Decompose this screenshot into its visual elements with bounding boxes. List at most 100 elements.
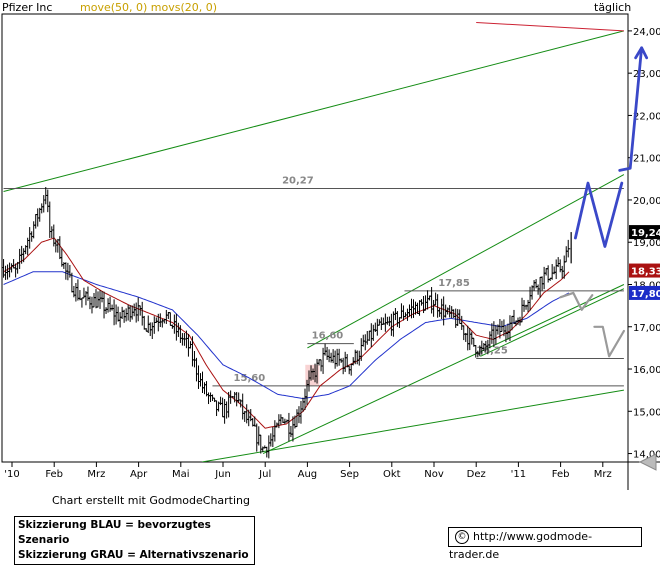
price-bar (208, 392, 213, 403)
chart-credit: Chart erstellt mit GodmodeCharting (52, 494, 250, 507)
price-bar (204, 381, 209, 397)
price-bar (190, 336, 195, 367)
price-bar (106, 298, 111, 313)
price-bar (459, 315, 464, 330)
price-bar (520, 297, 525, 323)
price-bar (435, 294, 440, 318)
scroll-right-icon (638, 453, 657, 471)
price-bar (530, 285, 535, 300)
price-bar (27, 227, 32, 249)
price-bar (104, 307, 109, 314)
price-bar (158, 313, 163, 328)
price-bar (31, 221, 36, 239)
price-bar (124, 308, 129, 322)
price-bar (154, 317, 159, 324)
blue-scenario-breakout (618, 46, 643, 172)
price-bar (148, 322, 153, 337)
price-bar (536, 284, 541, 295)
price-bar (397, 317, 402, 329)
price-bar (286, 412, 291, 442)
price-bar (37, 207, 42, 222)
price-bar (369, 323, 374, 348)
price-bar (79, 297, 84, 308)
price-bar (140, 301, 145, 326)
price-bar (212, 397, 217, 403)
price-bar (419, 299, 424, 306)
price-bar (242, 410, 247, 422)
price-bar (371, 324, 376, 341)
price-bar (532, 280, 537, 291)
source-link[interactable]: © http://www.godmode-trader.de (448, 527, 642, 561)
price-bar (192, 350, 197, 368)
chart-title: Pfizer Inc (2, 1, 52, 14)
price-bar (33, 214, 38, 229)
price-bar (160, 318, 165, 328)
price-bar (325, 346, 330, 360)
price-bar (367, 330, 372, 341)
red-trend-line (476, 21, 624, 32)
x-tick-label: Apr (130, 469, 148, 480)
price-bar (329, 352, 334, 363)
price-bar (49, 226, 54, 239)
price-bar (142, 315, 147, 330)
price-bar (100, 291, 105, 303)
x-tick-label: Sep (340, 469, 359, 480)
price-bar (196, 365, 201, 389)
x-tick-label: Nov (424, 469, 444, 480)
x-tick-label: Aug (298, 469, 318, 480)
price-bar (73, 283, 78, 302)
level-label: 16,25 (476, 345, 508, 356)
x-tick-label: Dez (467, 469, 486, 480)
price-bar (87, 296, 92, 310)
price-bar (431, 299, 436, 317)
y-tick-label: 17,00 (633, 323, 660, 334)
price-bar (45, 189, 50, 213)
price-bar (437, 308, 442, 317)
price-bar (89, 296, 94, 314)
price-bar (550, 264, 555, 280)
price-bar (75, 279, 80, 301)
price-bar (349, 363, 354, 376)
x-tick-label: Mrz (594, 469, 612, 480)
price-bar (5, 264, 10, 280)
source-url[interactable]: http://www.godmode-trader.de (449, 530, 593, 561)
price-bar (558, 259, 563, 273)
price-bar (385, 316, 390, 325)
price-bar (128, 305, 133, 322)
price-bar (375, 318, 380, 336)
x-tick-label: Jun (214, 469, 231, 480)
price-bar (566, 239, 571, 258)
price-bar (467, 327, 472, 351)
price-bar (116, 306, 121, 322)
y-tick-label: 24,00 (633, 27, 660, 38)
x-tick-label: Feb (552, 469, 570, 480)
price-tag-box (629, 225, 660, 240)
price-bar (206, 392, 211, 405)
moving-average-50 (3, 271, 570, 400)
price-bar (425, 290, 430, 310)
moving-average-20 (3, 237, 570, 429)
price-tag-label: 18,33 (631, 267, 660, 278)
price-bar (528, 286, 533, 311)
y-tick-label: 14,00 (633, 450, 660, 461)
price-bar (220, 397, 225, 418)
y-tick-label: 20,00 (633, 196, 660, 207)
level-label: 17,85 (438, 278, 470, 289)
plot-frame (1, 13, 629, 463)
price-bar (222, 399, 227, 424)
price-bar (433, 292, 438, 306)
price-bar (59, 248, 64, 267)
price-bar (224, 401, 229, 419)
price-bar (168, 312, 173, 326)
price-bar (172, 314, 177, 334)
price-bar (341, 357, 346, 375)
trend-line (201, 389, 624, 462)
price-bar (39, 203, 44, 214)
indicator-legend: move(50, 0) movs(20, 0) (80, 1, 217, 14)
price-bar (108, 296, 113, 312)
price-bar (234, 391, 239, 407)
price-tag-label: 17,80 (631, 289, 660, 300)
price-bar (359, 338, 364, 361)
price-bar (17, 248, 22, 270)
price-bar (389, 313, 394, 336)
